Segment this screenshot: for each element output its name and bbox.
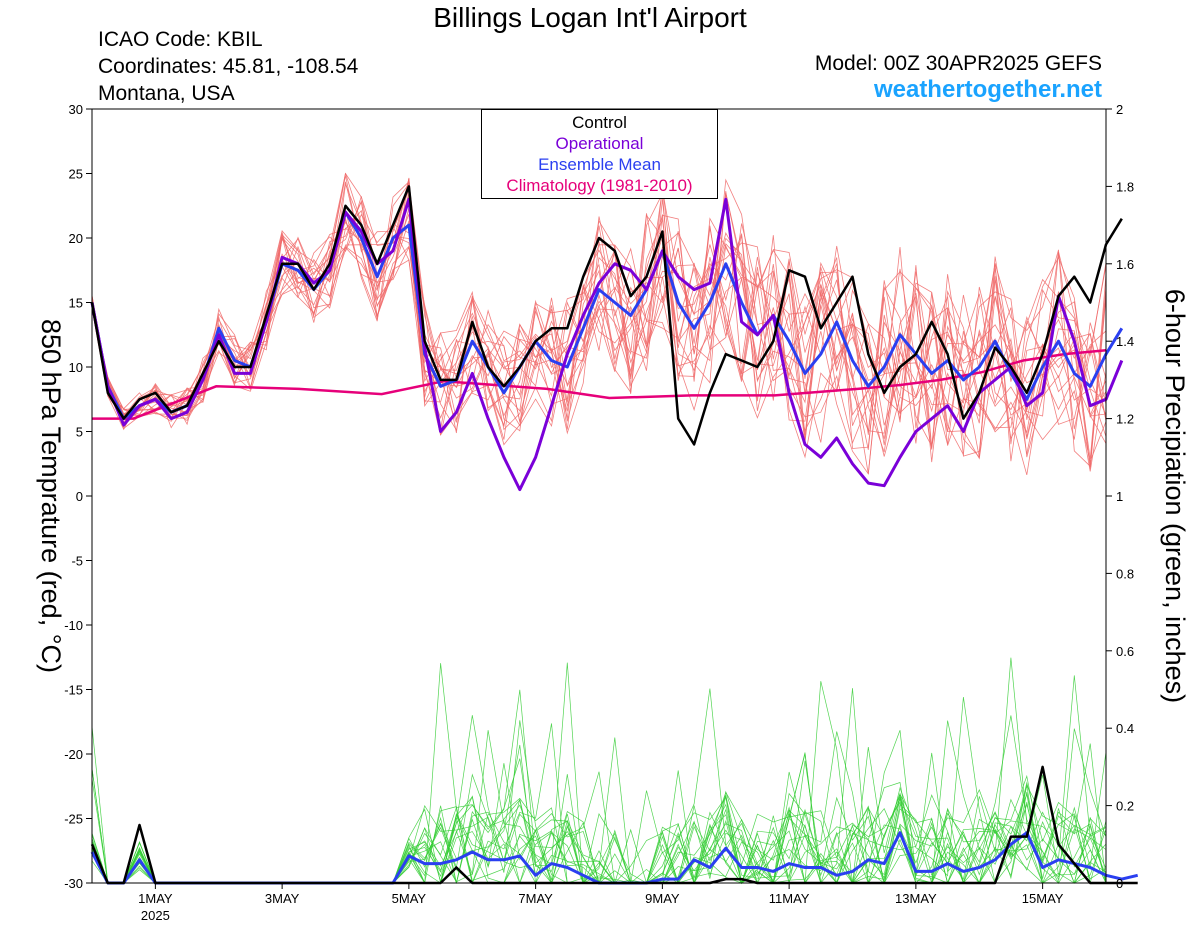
left-tick-label: 0 [76,489,83,504]
right-tick-label: 1.8 [1116,179,1134,194]
legend-climatology: Climatology (1981-2010) [506,176,693,195]
coordinates: Coordinates: 45.81, -108.54 [98,55,359,78]
member-precip-line [91,688,1107,884]
left-tick-label: -30 [64,876,83,891]
left-tick-label: -20 [64,747,83,762]
x-tick-label: 11MAY [769,891,810,906]
legend-operational: Operational [555,134,644,153]
icao-code: ICAO Code: KBIL [98,28,263,51]
legend-control: Control [572,113,627,132]
operational-temp-line [90,197,1124,492]
member-precip-line [91,689,1107,885]
left-tick-label: 5 [76,425,83,440]
member-temp-line [91,191,1107,475]
x-tick-sublabel: 2025 [141,908,170,923]
legend: Control Operational Ensemble Mean Climat… [481,109,718,199]
left-tick-label: -5 [71,554,83,569]
right-tick-label: 0.4 [1116,721,1134,736]
left-tick-label: -15 [64,683,83,698]
axes-layer: 302520151050-5-10-15-20-25-3021.81.61.41… [36,102,1190,923]
left-axis-title: 850 hPa Temprature (red, °C) [36,319,66,673]
right-tick-label: 1.2 [1116,412,1134,427]
legend-ensemble-mean: Ensemble Mean [538,155,661,174]
ensemble-members-precip [91,657,1107,885]
member-temp-line [91,182,1107,440]
member-temp-line [91,189,1107,449]
left-tick-label: -25 [64,812,83,827]
plot-frame [91,108,1107,884]
right-tick-label: 0.8 [1116,566,1134,581]
member-temp-line [91,173,1107,459]
left-tick-label: 10 [69,360,83,375]
member-precip-line [91,715,1107,885]
x-tick-label: 9MAY [645,891,680,906]
right-tick-label: 1.6 [1116,257,1134,272]
right-tick-label: 0.6 [1116,644,1134,659]
member-temp-line [91,177,1107,463]
climatology-line [92,348,1107,420]
right-tick-label: 2 [1116,102,1123,117]
right-tick-label: 1.4 [1116,334,1134,349]
right-tick-label: 0 [1116,876,1123,891]
model-run: Model: 00Z 30APR2025 GEFS [814,52,1102,75]
x-tick-label: 15MAY [1022,891,1064,906]
x-tick-label: 7MAY [518,891,553,906]
member-temp-line [91,217,1107,459]
left-tick-label: 30 [69,102,83,117]
brand-link[interactable]: weathertogether.net [873,76,1102,103]
right-tick-label: 1 [1116,489,1123,504]
left-tick-label: -10 [64,618,83,633]
location: Montana, USA [98,82,235,105]
x-tick-label: 5MAY [392,891,427,906]
left-tick-label: 15 [69,296,83,311]
member-temp-line [91,213,1107,460]
x-tick-label: 13MAY [895,891,937,906]
left-tick-label: 25 [69,167,83,182]
member-precip-line [91,715,1107,885]
control-temp-line [90,185,1123,446]
right-tick-label: 0.2 [1116,799,1134,814]
member-temp-line [91,225,1107,459]
member-temp-line [91,214,1107,463]
right-axis-title: 6-hour Precipiation (green, inches) [1160,289,1190,703]
left-tick-label: 20 [69,231,83,246]
x-tick-label: 3MAY [265,891,300,906]
ensemble-members-temp [91,172,1107,476]
member-precip-line [91,688,1107,885]
x-tick-label: 1MAY [138,891,173,906]
chart-title: Billings Logan Int'l Airport [433,2,747,33]
